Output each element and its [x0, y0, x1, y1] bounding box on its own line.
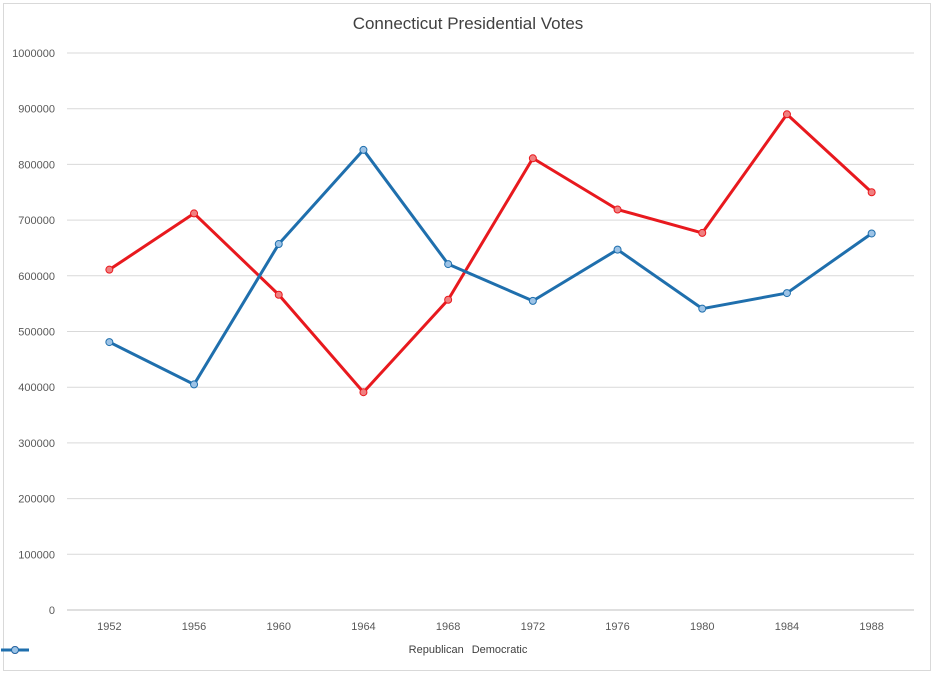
y-tick-label: 700000	[18, 215, 55, 227]
legend-swatch	[1, 646, 29, 654]
data-point-republican	[105, 265, 114, 274]
data-point-democratic	[528, 296, 537, 305]
x-tick-label: 1960	[267, 621, 291, 633]
data-point-republican	[698, 228, 707, 237]
x-tick-label: 1968	[436, 621, 460, 633]
y-tick-label: 100000	[18, 549, 55, 561]
legend-item-democratic: Democratic	[1, 644, 528, 656]
x-tick-label: 1988	[859, 621, 883, 633]
chart-title: Connecticut Presidential Votes	[352, 14, 584, 33]
legend: Republican Democratic	[0, 644, 936, 656]
data-point-democratic	[105, 338, 114, 347]
series-line-republican	[108, 112, 873, 394]
y-tick-label: 400000	[18, 382, 55, 394]
data-point-democratic	[698, 304, 707, 313]
data-point-democratic	[782, 289, 791, 298]
y-tick-label: 600000	[18, 271, 55, 283]
data-point-republican	[613, 205, 622, 214]
x-tick-label: 1980	[690, 621, 714, 633]
y-tick-label: 200000	[18, 494, 55, 506]
data-point-democratic	[190, 380, 199, 389]
y-tick-label: 0	[49, 605, 55, 617]
y-tick-label: 900000	[18, 104, 55, 116]
data-point-republican	[190, 209, 199, 218]
data-point-republican	[782, 110, 791, 119]
data-point-republican	[274, 290, 283, 299]
legend-label: Republican	[408, 644, 464, 656]
data-point-democratic	[613, 245, 622, 254]
y-tick-label: 500000	[18, 327, 55, 339]
x-tick-label: 1976	[605, 621, 629, 633]
x-tick-label: 1984	[775, 621, 799, 633]
legend-item-republican: Republican	[1, 644, 464, 656]
x-tick-label: 1952	[97, 621, 121, 633]
x-tick-label: 1956	[182, 621, 206, 633]
y-tick-label: 800000	[18, 159, 55, 171]
chart-frame	[3, 3, 931, 671]
x-tick-label: 1972	[521, 621, 545, 633]
data-point-democratic	[359, 145, 368, 154]
data-point-republican	[867, 188, 876, 197]
legend-label: Democratic	[471, 644, 528, 656]
data-point-republican	[359, 388, 368, 397]
y-tick-label: 1000000	[12, 48, 55, 60]
data-point-democratic	[867, 229, 876, 238]
data-point-democratic	[444, 260, 453, 269]
x-tick-label: 1964	[351, 621, 375, 633]
series-line-democratic	[108, 148, 873, 386]
data-point-democratic	[274, 240, 283, 249]
y-tick-label: 300000	[18, 438, 55, 450]
data-point-republican	[444, 295, 453, 304]
data-point-republican	[528, 154, 537, 163]
